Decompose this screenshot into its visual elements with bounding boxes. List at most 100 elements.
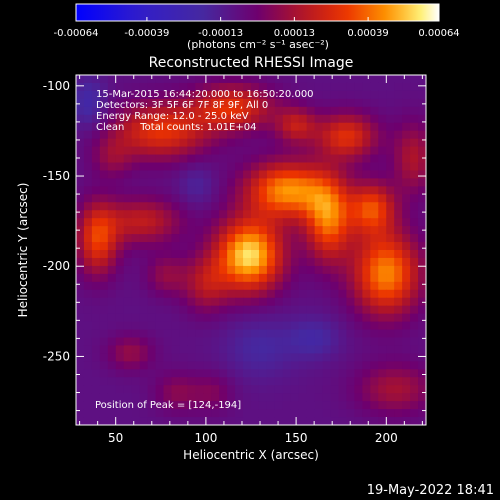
heatmap-cell	[306, 273, 316, 283]
heatmap-cell	[386, 122, 395, 132]
heatmap-cell	[243, 313, 252, 323]
heatmap-cell	[290, 369, 300, 378]
heatmap-cell	[370, 345, 379, 354]
heatmap-cell	[378, 321, 387, 331]
heatmap-cell	[179, 281, 188, 291]
heatmap-cell	[274, 242, 284, 251]
heatmap-cell	[171, 393, 180, 402]
heatmap-cell	[83, 297, 93, 307]
heatmap-cell	[378, 361, 387, 370]
heatmap-cell	[418, 106, 426, 116]
heatmap-cell	[99, 257, 109, 267]
annotation-detectors: Detectors: 3F 5F 6F 7F 8F 9F, All 0	[96, 100, 268, 111]
heatmap-cell	[147, 329, 157, 339]
heatmap-cell	[155, 178, 165, 187]
heatmap-cell	[203, 186, 212, 195]
heatmap-cell	[115, 114, 125, 124]
heatmap-cell	[322, 218, 332, 227]
heatmap-cell	[362, 194, 371, 203]
heatmap-cell	[370, 353, 379, 362]
heatmap-cell	[386, 186, 395, 195]
x-axis-label: Heliocentric X (arcsec)	[183, 448, 319, 462]
heatmap-cell	[330, 369, 340, 378]
heatmap-cell	[171, 210, 180, 219]
heatmap-cell	[131, 218, 141, 227]
heatmap-cell	[211, 194, 220, 203]
heatmap-cell	[131, 297, 141, 307]
heatmap-cell	[402, 401, 411, 410]
heatmap-cell	[131, 114, 141, 124]
heatmap-cell	[243, 305, 252, 315]
heatmap-cell	[235, 265, 244, 275]
x-axis-ticks	[79, 75, 423, 425]
heatmap-cell	[243, 122, 252, 132]
heatmap-cell	[274, 401, 284, 410]
heatmap-cell	[370, 385, 379, 394]
heatmap-cell	[139, 361, 149, 370]
colorbar	[75, 3, 440, 22]
heatmap-cell	[91, 82, 101, 92]
heatmap-cell	[243, 138, 252, 148]
heatmap-cell	[203, 281, 212, 291]
heatmap-cell	[195, 329, 204, 339]
heatmap-cell	[211, 353, 220, 362]
heatmap-cell	[362, 337, 371, 347]
heatmap-cell	[298, 98, 308, 108]
heatmap-cell	[290, 98, 300, 108]
heatmap-cell	[211, 329, 220, 339]
heatmap-cell	[354, 130, 363, 140]
heatmap-cell	[290, 345, 300, 354]
heatmap-cell	[187, 154, 196, 164]
heatmap-cell	[195, 369, 204, 378]
heatmap-cell	[123, 417, 133, 425]
heatmap-cell	[418, 98, 426, 108]
heatmap-cell	[338, 409, 348, 418]
heatmap-cell	[107, 242, 117, 251]
heatmap-cell	[306, 369, 316, 378]
heatmap-cell	[354, 353, 363, 362]
heatmap-cell	[370, 98, 379, 108]
heatmap-cell	[235, 146, 244, 156]
heatmap-cell	[378, 90, 387, 100]
heatmap-cell	[227, 289, 236, 299]
heatmap-cell	[266, 218, 276, 227]
heatmap-cell	[195, 90, 204, 100]
heatmap-cell	[219, 377, 228, 386]
heatmap-cell	[163, 98, 173, 108]
heatmap-cell	[195, 250, 204, 259]
heatmap-cell	[378, 281, 387, 291]
heatmap-cell	[386, 162, 395, 172]
heatmap-cell	[346, 178, 355, 187]
heatmap-cell	[155, 98, 165, 108]
heatmap-cell	[298, 250, 308, 259]
heatmap-cell	[386, 321, 395, 331]
heatmap-cell	[171, 305, 180, 315]
heatmap-cell	[394, 297, 403, 307]
heatmap-cell	[107, 75, 117, 84]
heatmap-cell	[163, 329, 173, 339]
heatmap-cell	[274, 75, 284, 84]
heatmap-cell	[251, 130, 260, 140]
heatmap-cell	[147, 122, 157, 132]
heatmap-cell	[211, 242, 220, 251]
heatmap-cell	[290, 377, 300, 386]
heatmap-cell	[99, 194, 109, 203]
heatmap-cell	[370, 162, 379, 172]
heatmap-cell	[258, 281, 268, 291]
heatmap-cell	[123, 178, 133, 187]
heatmap-cell	[258, 82, 268, 92]
heatmap-cell	[139, 369, 149, 378]
heatmap-cell	[338, 289, 348, 299]
heatmap-cell	[322, 154, 332, 164]
heatmap-cell	[402, 218, 411, 227]
heatmap-cell	[155, 194, 165, 203]
heatmap-cell	[235, 329, 244, 339]
heatmap-cell	[107, 186, 117, 195]
heatmap-cell	[386, 250, 395, 259]
heatmap-cell	[306, 393, 316, 402]
heatmap-cell	[83, 353, 93, 362]
heatmap-cell	[171, 162, 180, 172]
heatmap-cell	[91, 250, 101, 259]
heatmap-cell	[195, 385, 204, 394]
